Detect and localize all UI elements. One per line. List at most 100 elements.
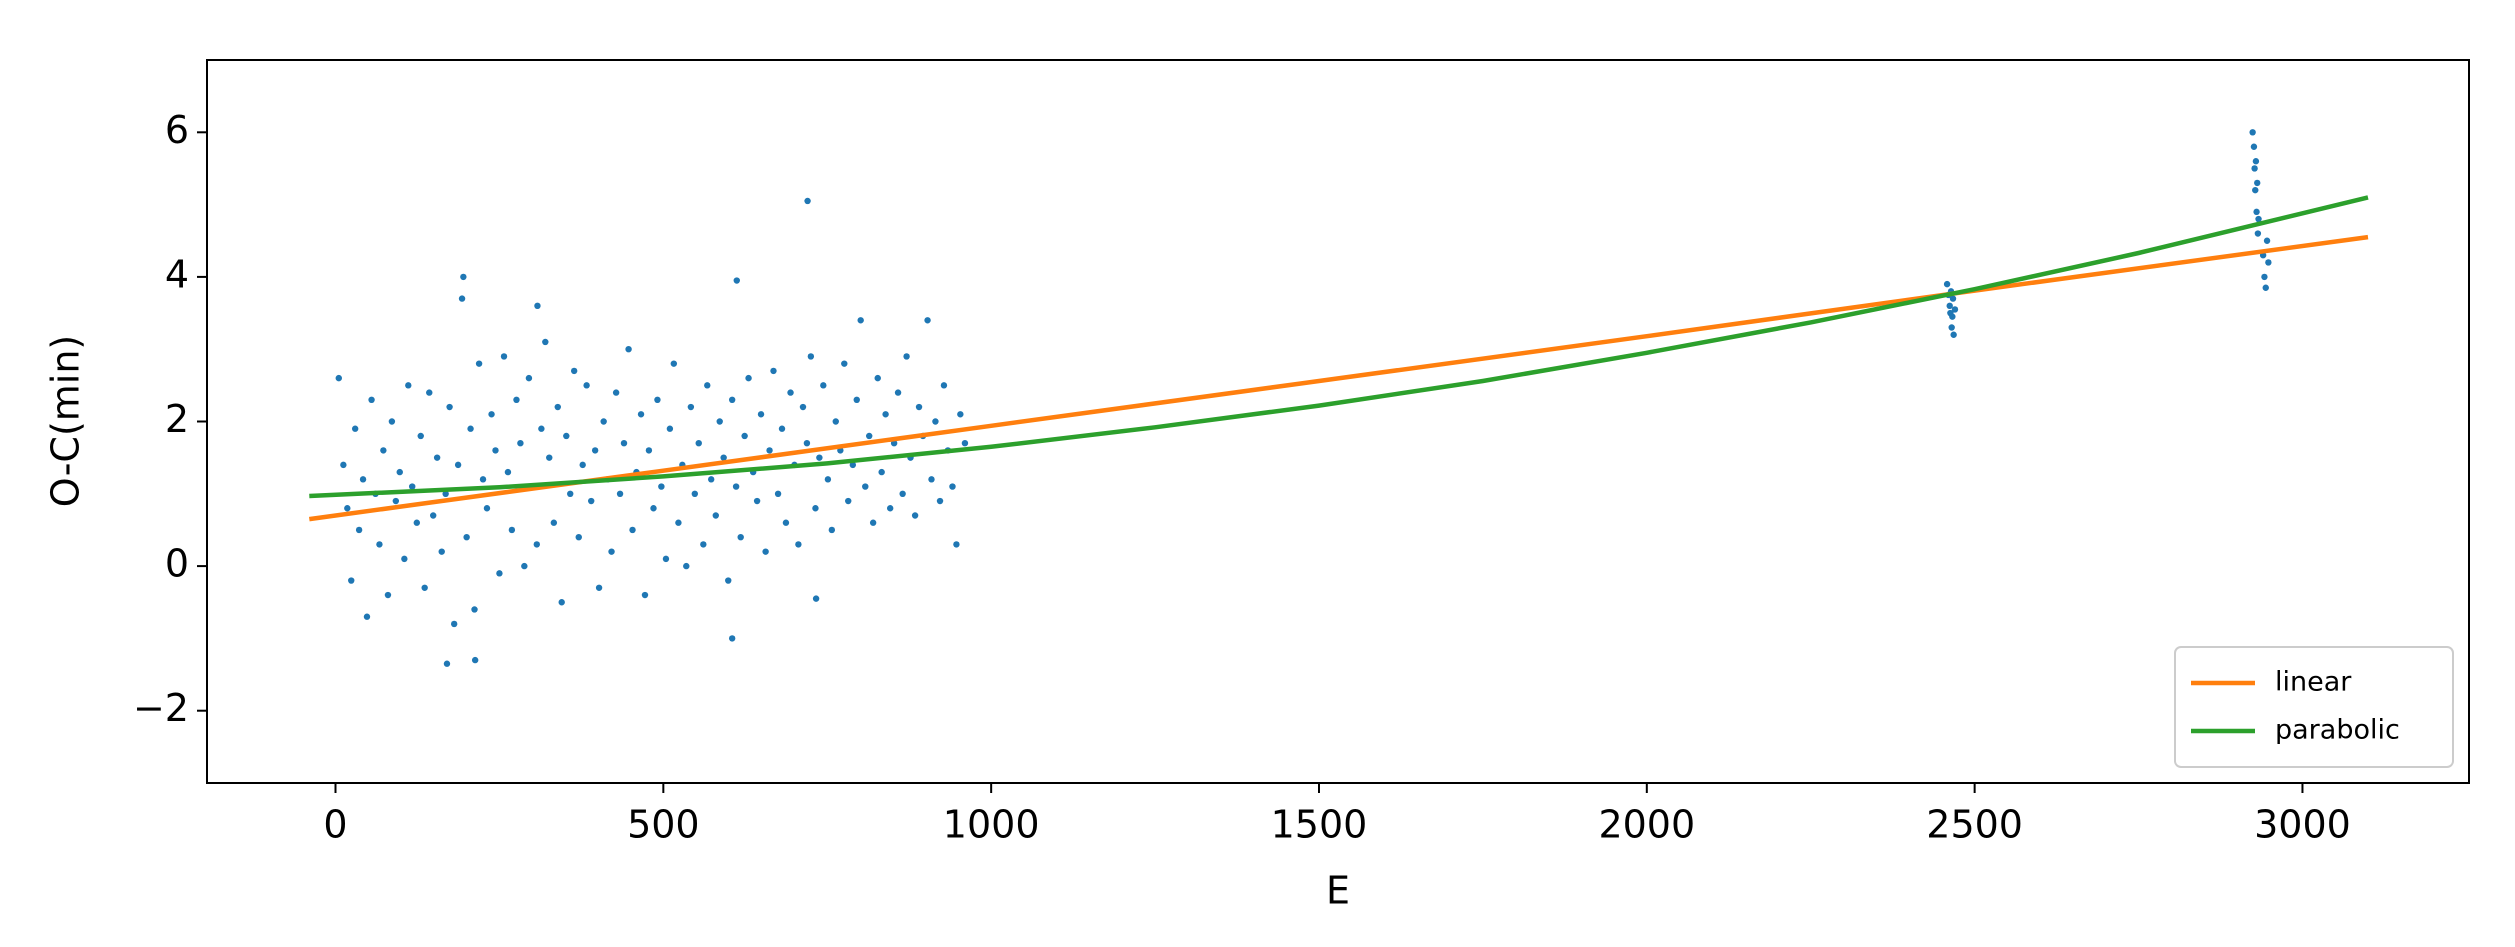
x-tick-label: 3000	[2254, 803, 2351, 847]
point	[1949, 313, 1956, 320]
point	[869, 519, 877, 526]
point	[583, 382, 590, 389]
y-tick-label: −2	[133, 686, 189, 730]
point	[2249, 129, 2256, 136]
point	[961, 439, 969, 447]
point	[683, 562, 690, 570]
point	[405, 382, 412, 389]
point	[629, 526, 636, 534]
point	[1951, 306, 1959, 313]
point	[421, 584, 428, 591]
point	[894, 389, 902, 396]
x-tick-label: 0	[323, 803, 347, 847]
point	[467, 425, 474, 432]
point	[2254, 179, 2261, 187]
x-tick-label: 2000	[1598, 803, 1695, 847]
point	[475, 360, 483, 367]
point	[704, 382, 711, 389]
point	[392, 497, 400, 505]
point	[533, 541, 540, 548]
point	[728, 396, 736, 404]
x-tick-label: 1500	[1271, 803, 1368, 847]
point	[430, 512, 437, 519]
point	[488, 411, 495, 418]
point	[471, 606, 478, 613]
point	[438, 548, 445, 555]
point	[732, 483, 740, 490]
point	[460, 273, 467, 281]
point	[563, 432, 570, 440]
y-axis-label: O-C(min)	[44, 335, 88, 508]
y-tick-label: 2	[165, 397, 189, 441]
point	[413, 519, 421, 526]
point	[496, 570, 503, 577]
point	[384, 591, 392, 599]
point	[770, 367, 777, 375]
point	[662, 555, 670, 563]
point	[417, 432, 424, 440]
point	[558, 599, 565, 606]
point	[841, 360, 848, 367]
x-tick-label: 500	[627, 803, 700, 847]
point	[612, 389, 620, 396]
point	[2265, 259, 2272, 266]
point	[508, 526, 516, 534]
point	[687, 403, 695, 411]
point	[359, 476, 367, 483]
x-tick-label: 1000	[943, 803, 1040, 847]
point	[616, 490, 624, 497]
point	[953, 541, 960, 548]
point	[695, 439, 702, 447]
point	[753, 497, 761, 505]
point	[513, 396, 520, 404]
point	[1946, 302, 1953, 310]
point	[2251, 165, 2258, 172]
point	[924, 317, 931, 324]
legend-label: linear	[2275, 667, 2352, 698]
x-tick-label: 2500	[1926, 803, 2023, 847]
point	[1950, 331, 1957, 338]
point	[351, 425, 359, 432]
point	[504, 468, 512, 476]
point	[828, 526, 836, 534]
point	[899, 490, 906, 497]
point	[886, 505, 894, 512]
y-tick-label: 4	[165, 252, 189, 296]
point	[812, 595, 820, 602]
point	[1948, 324, 1955, 331]
point	[845, 497, 852, 505]
point	[782, 519, 790, 526]
point	[625, 346, 632, 353]
point	[857, 317, 864, 324]
point	[1949, 295, 1957, 302]
point	[911, 512, 919, 519]
point	[650, 505, 657, 512]
point	[641, 591, 649, 599]
point	[807, 353, 815, 360]
point	[874, 374, 881, 382]
point	[787, 389, 794, 396]
point	[849, 461, 857, 469]
point	[820, 382, 827, 389]
point	[450, 620, 458, 628]
point	[645, 447, 653, 454]
legend-label: parabolic	[2275, 715, 2400, 746]
point	[658, 483, 665, 490]
point	[542, 338, 549, 346]
point	[2252, 186, 2259, 194]
point	[426, 389, 433, 396]
point	[388, 418, 396, 425]
point	[957, 411, 964, 418]
point	[654, 396, 661, 404]
point	[778, 425, 786, 432]
point	[2255, 215, 2262, 223]
point	[463, 533, 470, 541]
point	[766, 447, 773, 454]
point	[546, 454, 553, 461]
point	[2252, 158, 2260, 165]
point	[534, 302, 541, 310]
point	[525, 374, 533, 382]
point	[433, 454, 441, 461]
point	[720, 454, 727, 461]
